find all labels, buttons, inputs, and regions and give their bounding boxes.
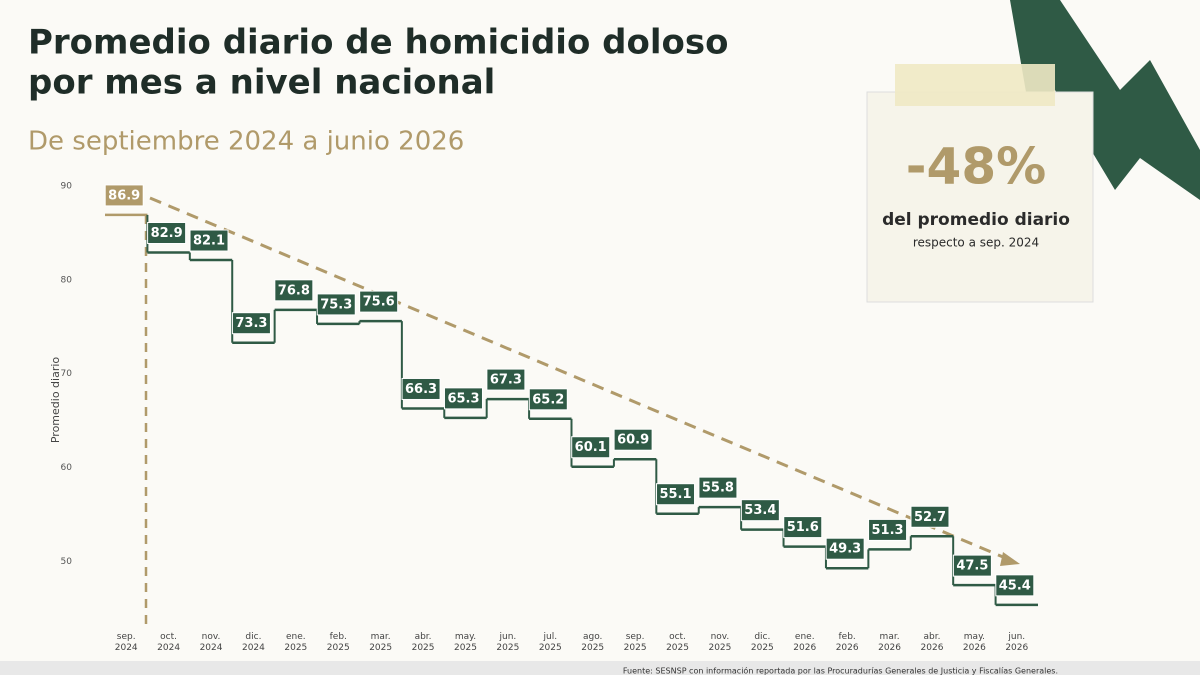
value-label-box [952,554,992,577]
value-label: 53.4 [744,503,776,518]
value-label-box [443,387,483,410]
title: Promedio diario de homicidio doloso [28,23,728,63]
decor-arrow [1010,0,1200,200]
value-label: 49.3 [829,542,861,557]
value-label-box [613,428,653,451]
value-label: 55.8 [702,481,734,496]
callout-tape [895,64,1055,106]
value-label: 55.1 [659,487,691,502]
x-tick-label: feb. 2025 [327,632,350,653]
y-tick-label: 70 [61,369,73,379]
value-label-box [401,377,441,400]
value-label: 76.8 [278,283,310,298]
value-label: 65.3 [447,391,479,406]
value-label-box [783,516,823,539]
x-tick-label: jul. 2025 [539,632,562,653]
x-tick-label: ene. 2026 [793,632,816,653]
value-label: 73.3 [235,316,267,331]
value-label: 66.3 [405,382,437,397]
value-label-box [825,537,865,560]
value-label: 47.5 [956,559,988,574]
trend-line [149,196,1016,564]
value-label-box [147,222,187,245]
value-label-box [995,574,1035,597]
value-label-box [868,518,908,541]
x-tick-label: mar. 2025 [369,632,392,653]
value-label-box [571,436,611,459]
x-tick-label: abr. 2026 [921,632,944,653]
y-tick-label: 90 [61,181,73,191]
x-tick-label: jun. 2026 [1005,632,1028,653]
value-label: 82.9 [151,226,183,241]
x-tick-label: nov. 2024 [200,632,223,653]
callout-text: respecto a sep. 2024 [913,236,1039,250]
value-label: 86.9 [108,188,140,203]
x-tick-label: dic. 2025 [751,632,774,653]
y-tick-label: 80 [61,275,73,285]
subtitle: De septiembre 2024 a junio 2026 [28,127,464,157]
trend-arrowhead [1000,552,1020,566]
y-axis-label: Promedio diario [49,357,62,444]
x-tick-label: nov. 2025 [708,632,731,653]
x-tick-label: feb. 2026 [836,632,859,653]
value-label: 52.7 [914,510,946,525]
x-tick-label: ene. 2025 [284,632,307,653]
y-tick-label: 50 [61,557,73,567]
callout-card [866,91,1094,303]
value-label-box [656,483,696,506]
x-tick-label: mar. 2026 [878,632,901,653]
x-tick-label: ago. 2025 [581,632,604,653]
value-label: 82.1 [193,234,225,249]
x-tick-label: dic. 2024 [242,632,265,653]
value-label-box [740,499,780,522]
x-tick-label: oct. 2025 [666,632,689,653]
plot: 50 60 70 80 90 sep. 2024 oct. 2024 nov. 2024 dic. 20… [61,181,1038,653]
title: por mes a nivel nacional [28,63,495,103]
value-label: 45.4 [999,578,1031,593]
footer-bar [0,661,1200,675]
value-label-box [910,505,950,528]
x-tick-label: oct. 2024 [157,632,180,653]
callout-text: del promedio diario [882,210,1070,230]
value-label: 60.1 [575,440,607,455]
y-tick-label: 60 [61,463,73,473]
value-label-box [231,312,271,335]
value-label: 75.3 [320,297,352,312]
x-tick-label: may. 2025 [454,632,477,653]
callout-value: -48% [906,138,1046,196]
x-tick-label: abr. 2025 [412,632,435,653]
value-label-box [359,290,399,313]
value-label: 51.3 [872,523,904,538]
value-label: 60.9 [617,433,649,448]
value-label-box [528,388,568,411]
source: Fuente: SESNSP con información reportada… [623,666,1058,675]
value-label-box [486,368,526,391]
x-tick-label: sep. 2025 [624,632,647,653]
value-label-box [316,293,356,316]
value-label: 75.6 [363,295,395,310]
x-tick-label: sep. 2024 [115,632,138,653]
value-label-box [104,184,144,207]
value-label-box [698,476,738,499]
x-tick-label: jun. 2025 [496,632,519,653]
value-label-box [274,279,314,302]
value-label: 65.2 [532,392,564,407]
value-label: 67.3 [490,373,522,388]
value-label: 51.6 [787,520,819,535]
value-label-box [189,229,229,252]
x-tick-label: may. 2026 [963,632,986,653]
callout: -48% del promedio diario respecto a sep.… [866,64,1094,303]
